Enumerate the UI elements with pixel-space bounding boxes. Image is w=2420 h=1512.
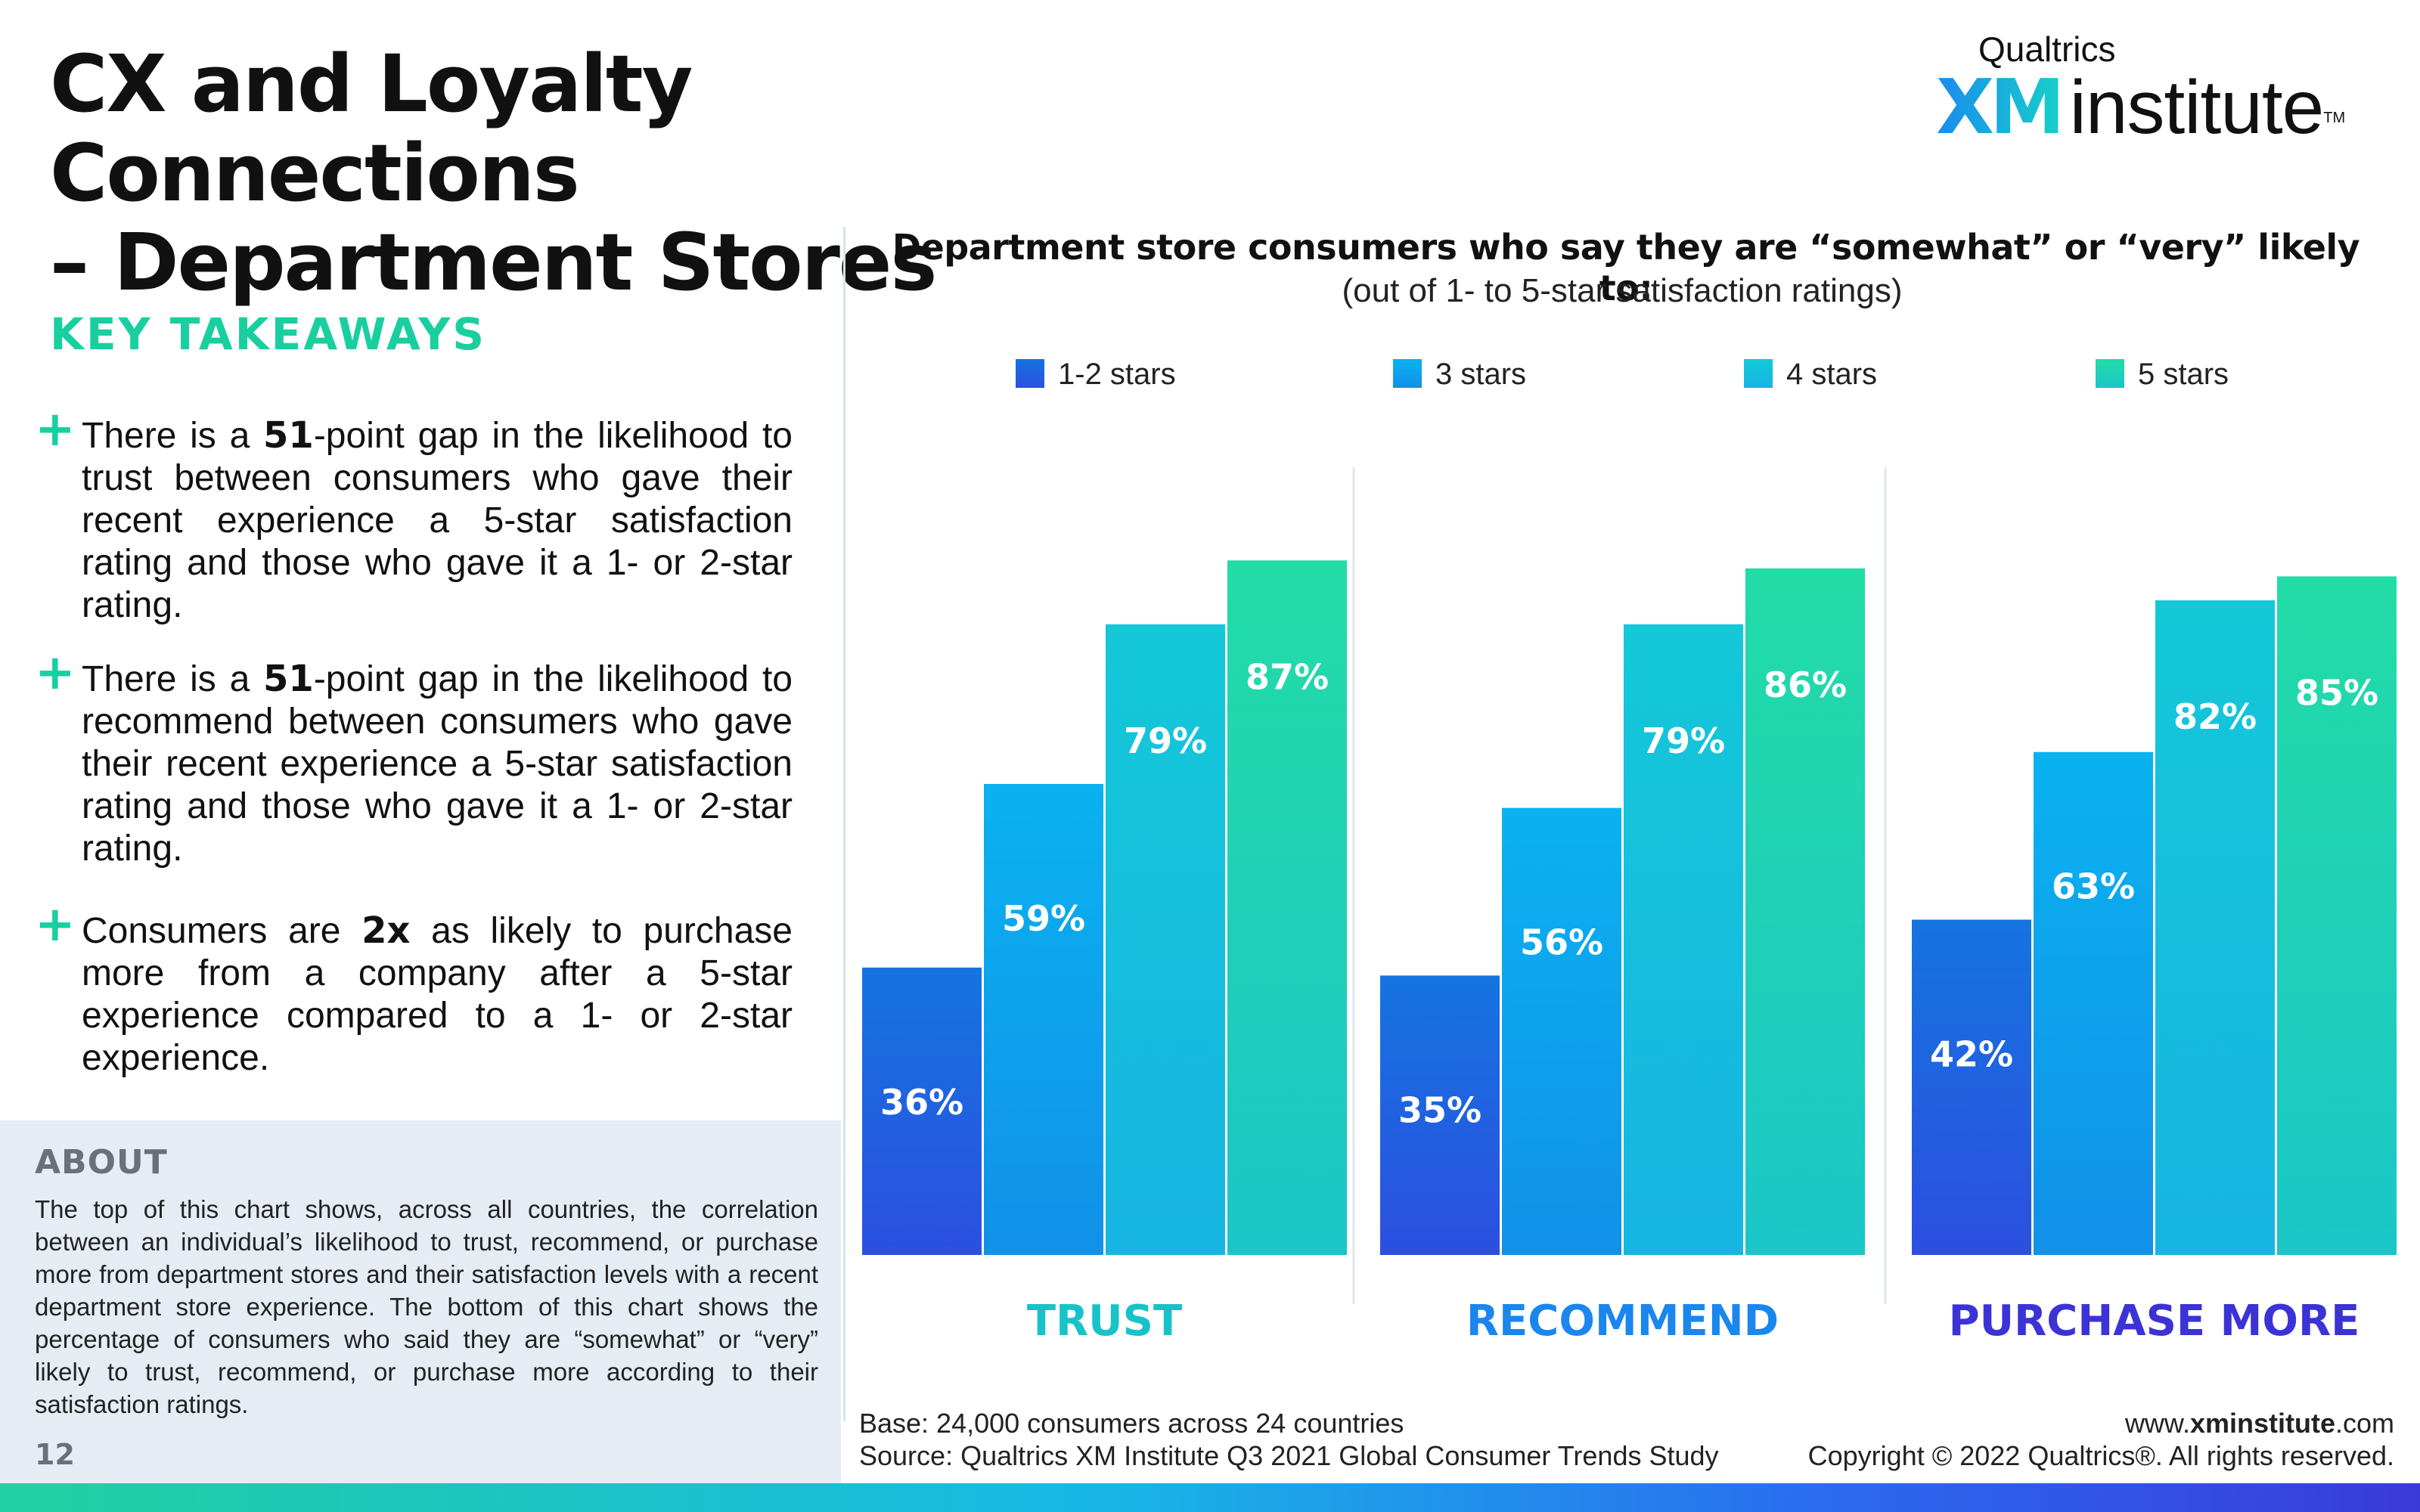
legend-swatch <box>1744 359 1773 388</box>
footer-source-note: Source: Qualtrics XM Institute Q3 2021 G… <box>859 1440 1719 1471</box>
logo-qualtrics-text: Qualtrics <box>1978 29 2116 69</box>
category-labels: TRUST RECOMMEND PURCHASE MORE <box>1027 1297 2360 1346</box>
legend-label: 5 stars <box>2138 358 2229 391</box>
logo-institute-text: institute <box>2069 65 2325 150</box>
category-label: RECOMMEND <box>1466 1297 1779 1346</box>
chart-title: Department store consumers who say they … <box>892 227 2360 308</box>
xm-institute-logo: Qualtrics XM instituteTM <box>1936 29 2360 145</box>
data-label: 56% <box>1520 922 1603 963</box>
chart-subtitle: (out of 1- to 5-star satisfaction rating… <box>1342 272 1903 309</box>
data-label: 42% <box>1930 1033 2013 1074</box>
data-label: 79% <box>1642 720 1725 761</box>
legend-label: 1-2 stars <box>1058 358 1176 391</box>
bar <box>1624 624 1743 1255</box>
page-number: 12 <box>35 1438 75 1471</box>
key-takeaways-heading: KEY TAKEAWAYS <box>50 308 487 360</box>
takeaway-item: + There is a 51-point gap in the likelih… <box>35 405 793 627</box>
footer-website-link[interactable]: www.xminstitute.com <box>2124 1408 2394 1439</box>
data-label: 82% <box>2173 696 2257 737</box>
group-separators <box>1352 467 1887 1304</box>
data-label: 79% <box>1124 720 1207 761</box>
takeaway-item: + Consumers are 2x as likely to purchase… <box>35 900 793 1080</box>
legend-swatch <box>1016 359 1044 388</box>
category-label: TRUST <box>1027 1297 1182 1346</box>
page-title-line-2: – Department Stores <box>50 216 937 308</box>
about-panel <box>0 1120 841 1483</box>
about-text: The top of this chart shows, across all … <box>35 1195 818 1418</box>
bar <box>862 967 982 1255</box>
bar <box>2034 751 2153 1255</box>
bar <box>984 783 1103 1255</box>
data-label: 86% <box>1764 665 1847 705</box>
footer-copyright: Copyright © 2022 Qualtrics®. All rights … <box>1807 1440 2394 1471</box>
bar <box>1227 560 1347 1255</box>
takeaway-text: There is a 51-point gap in the likelihoo… <box>82 658 793 869</box>
bar <box>1106 624 1225 1255</box>
bar <box>1745 568 1865 1255</box>
data-label: 63% <box>2052 866 2135 907</box>
bottom-gradient-bar <box>0 1483 2420 1512</box>
bar <box>1380 975 1500 1255</box>
bars <box>862 560 2397 1255</box>
data-labels: 36% 59% 79% 87% 35% 56% 79% 86% 42% 63% 82% 85% <box>880 656 2378 1130</box>
data-label: 87% <box>1246 656 1329 697</box>
about-heading: ABOUT <box>35 1143 168 1182</box>
category-label: PURCHASE MORE <box>1949 1297 2360 1346</box>
data-label: 85% <box>2295 672 2378 713</box>
data-label: 59% <box>1002 898 1085 939</box>
bar <box>1502 807 1621 1255</box>
legend-label: 4 stars <box>1786 358 1877 391</box>
page-title-line-1: CX and Loyalty Connections <box>50 38 693 219</box>
page-title: CX and Loyalty Connections – Department … <box>50 39 1184 307</box>
legend-label: 3 stars <box>1435 358 1526 391</box>
plus-icon: + <box>35 645 76 701</box>
legend-swatch <box>2096 359 2124 388</box>
takeaway-item: + There is a 51-point gap in the likelih… <box>35 649 793 870</box>
data-label: 35% <box>1398 1089 1481 1130</box>
bar <box>2277 576 2397 1255</box>
plus-icon: + <box>35 897 76 953</box>
logo-main: XM instituteTM <box>1936 70 2360 146</box>
bar <box>2155 600 2275 1255</box>
legend-swatch <box>1393 359 1422 388</box>
data-label: 36% <box>880 1082 963 1123</box>
vertical-divider <box>843 227 845 1421</box>
bar <box>1912 919 2031 1255</box>
takeaway-text: Consumers are 2x as likely to purchase m… <box>82 909 793 1078</box>
logo-trademark: TM <box>2323 110 2346 126</box>
takeaway-text: There is a 51-point gap in the likelihoo… <box>82 414 793 625</box>
footer-base-note: Base: 24,000 consumers across 24 countri… <box>859 1408 1404 1439</box>
logo-xm-text: XM <box>1936 63 2065 151</box>
chart-legend: 1-2 stars 3 stars 4 stars 5 stars <box>1016 358 2229 391</box>
plus-icon: + <box>35 401 76 457</box>
